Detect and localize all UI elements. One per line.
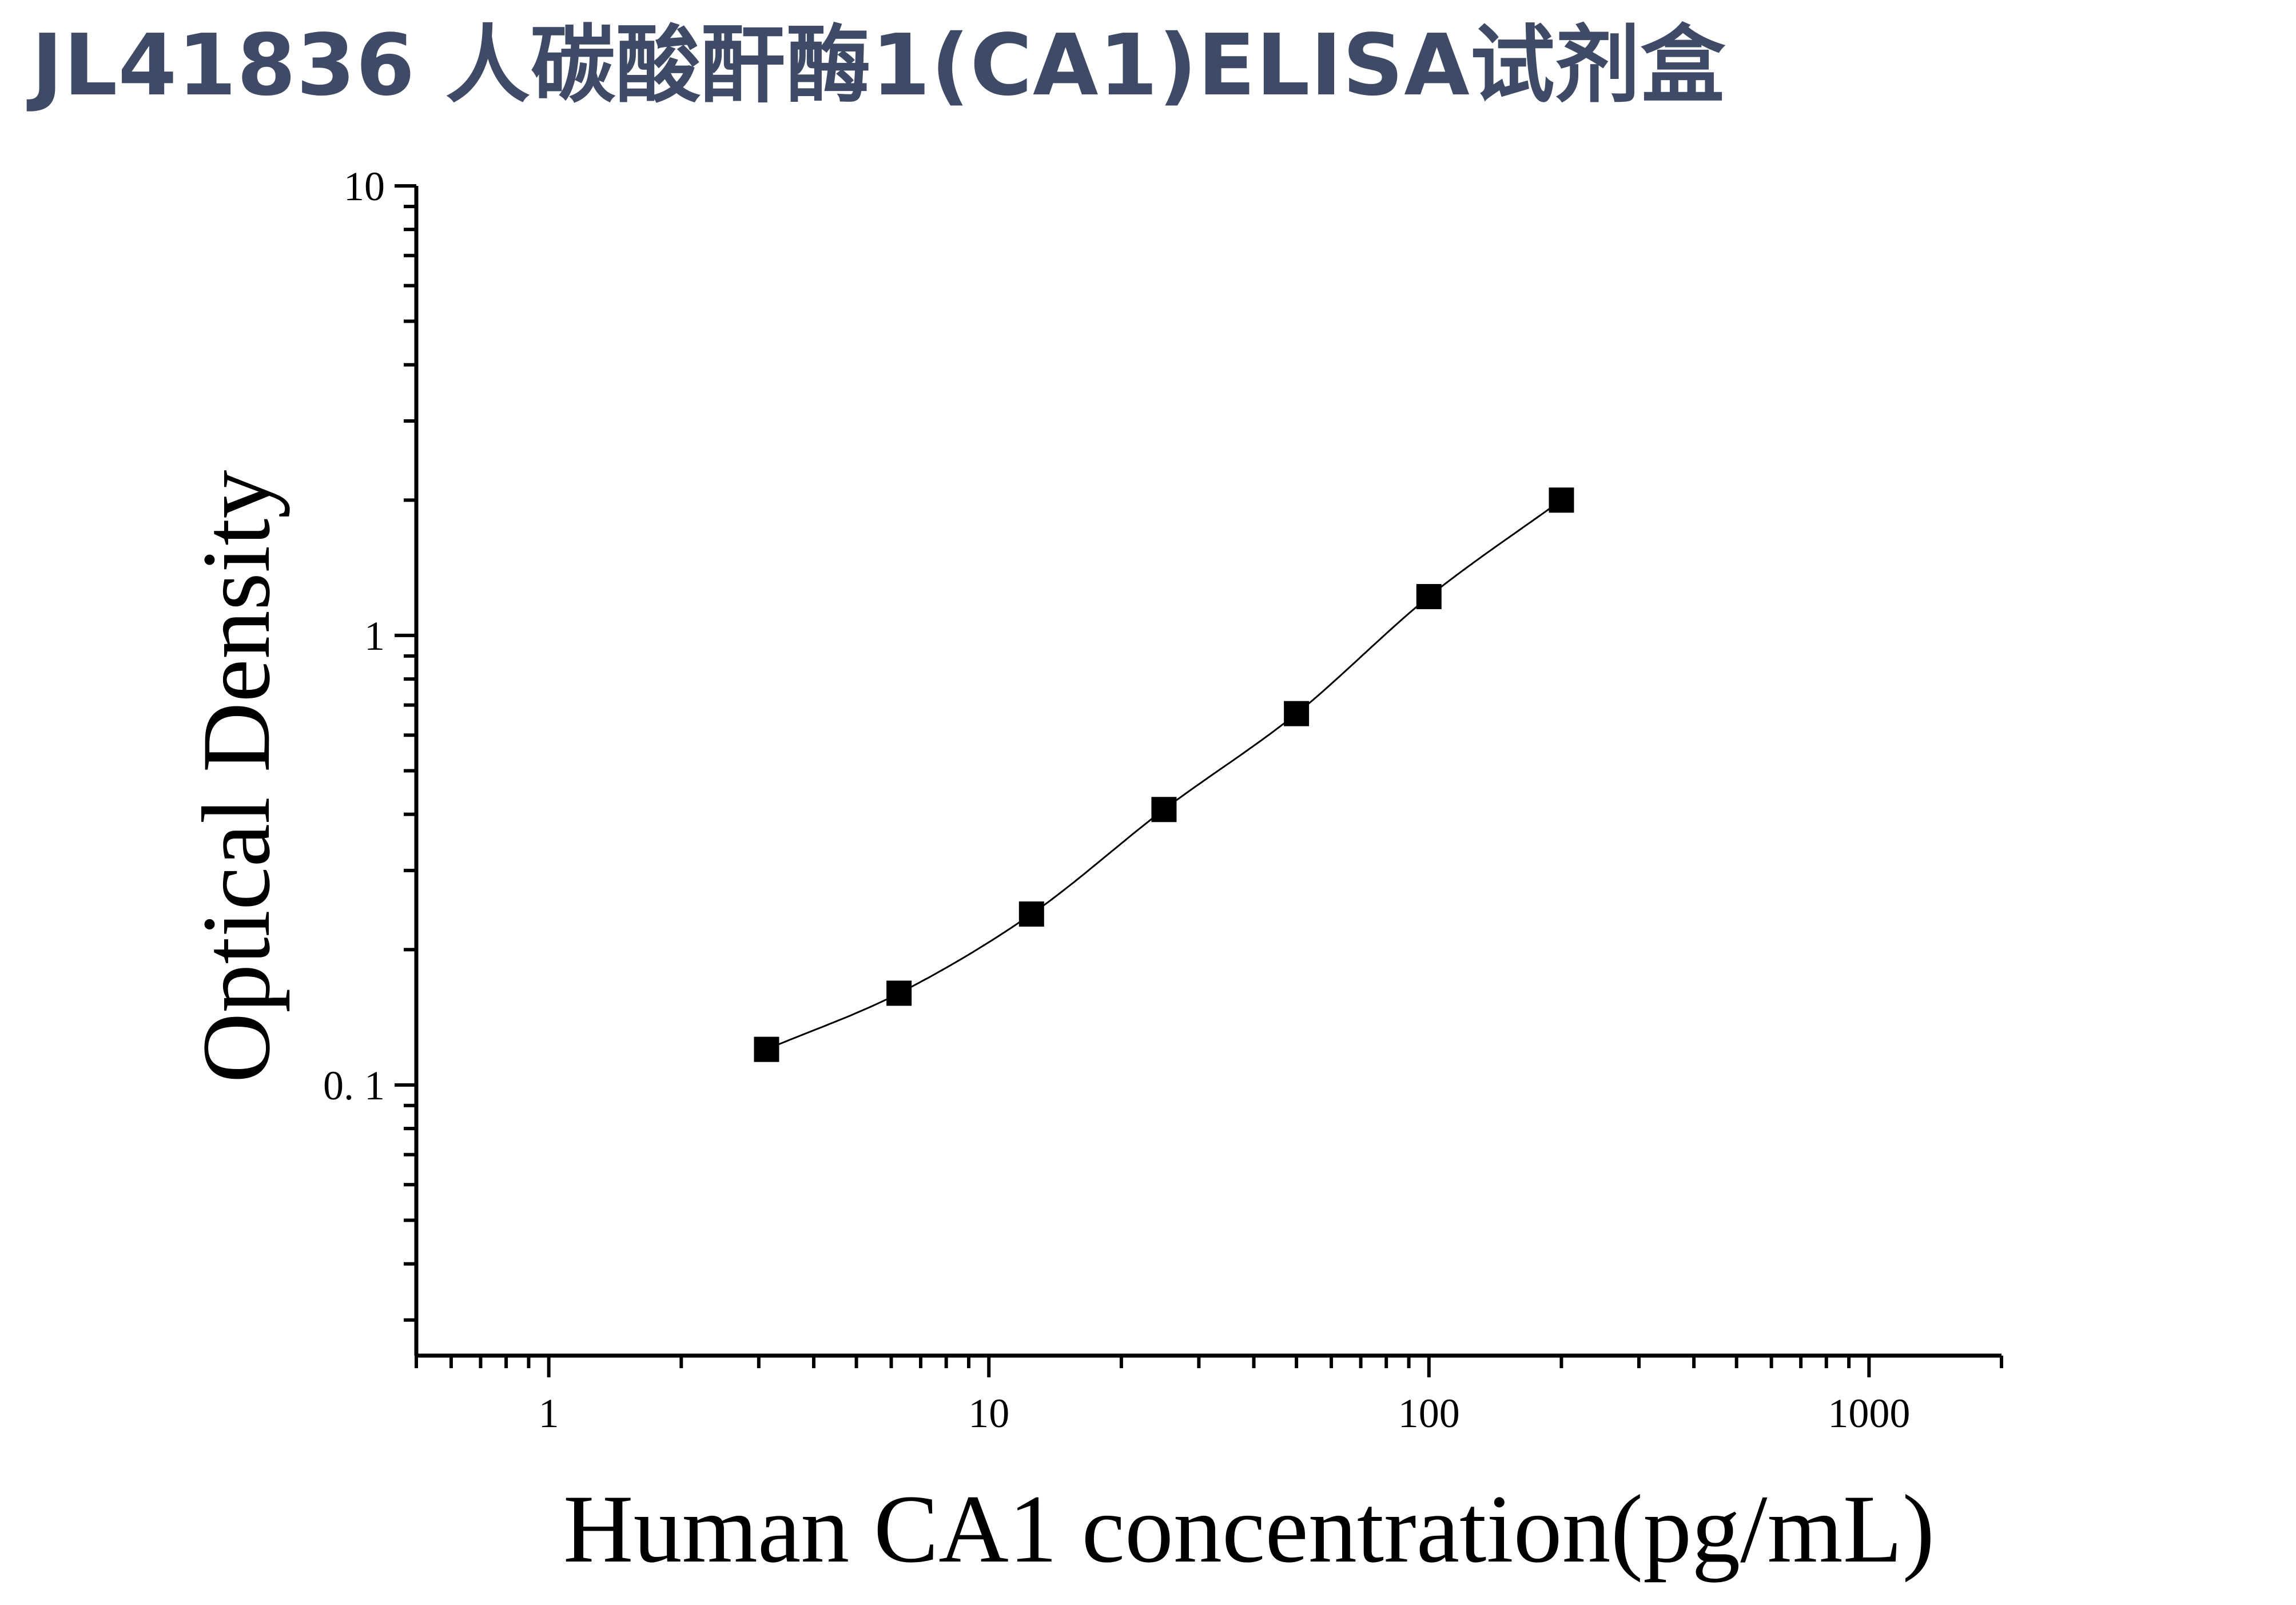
x-tick-label: 100	[1398, 1391, 1460, 1436]
fit-curve-layer	[766, 499, 1562, 1050]
data-point	[1284, 701, 1310, 726]
data-point	[886, 980, 912, 1006]
minor-ticks	[404, 204, 2003, 1368]
x-tick-label: 1	[539, 1391, 559, 1436]
y-axis-title: Optical Density	[182, 470, 290, 1083]
data-point	[754, 1036, 779, 1062]
x-tick-label: 1000	[1828, 1391, 1910, 1436]
data-point	[1151, 797, 1177, 823]
data-point	[1549, 487, 1574, 513]
fit-curve	[766, 499, 1562, 1050]
chart-title: JL41836 人碳酸酐酶1(CA1)ELISA试剂盒	[31, 16, 1726, 114]
y-tick-label: 10	[344, 164, 385, 209]
x-tick-label: 10	[968, 1391, 1009, 1436]
y-tick-label: 0. 1	[323, 1063, 385, 1109]
axes	[395, 184, 2001, 1377]
x-tick-labels: 1 10 100 1000	[539, 1391, 1911, 1436]
y-tick-labels: 0. 1 1 10	[323, 164, 385, 1109]
data-points	[754, 487, 1574, 1062]
data-point	[1416, 584, 1442, 610]
y-tick-label: 1	[364, 613, 385, 659]
data-point	[1018, 901, 1044, 927]
x-axis-title: Human CA1 concentration(pg/mL)	[563, 1475, 1935, 1583]
